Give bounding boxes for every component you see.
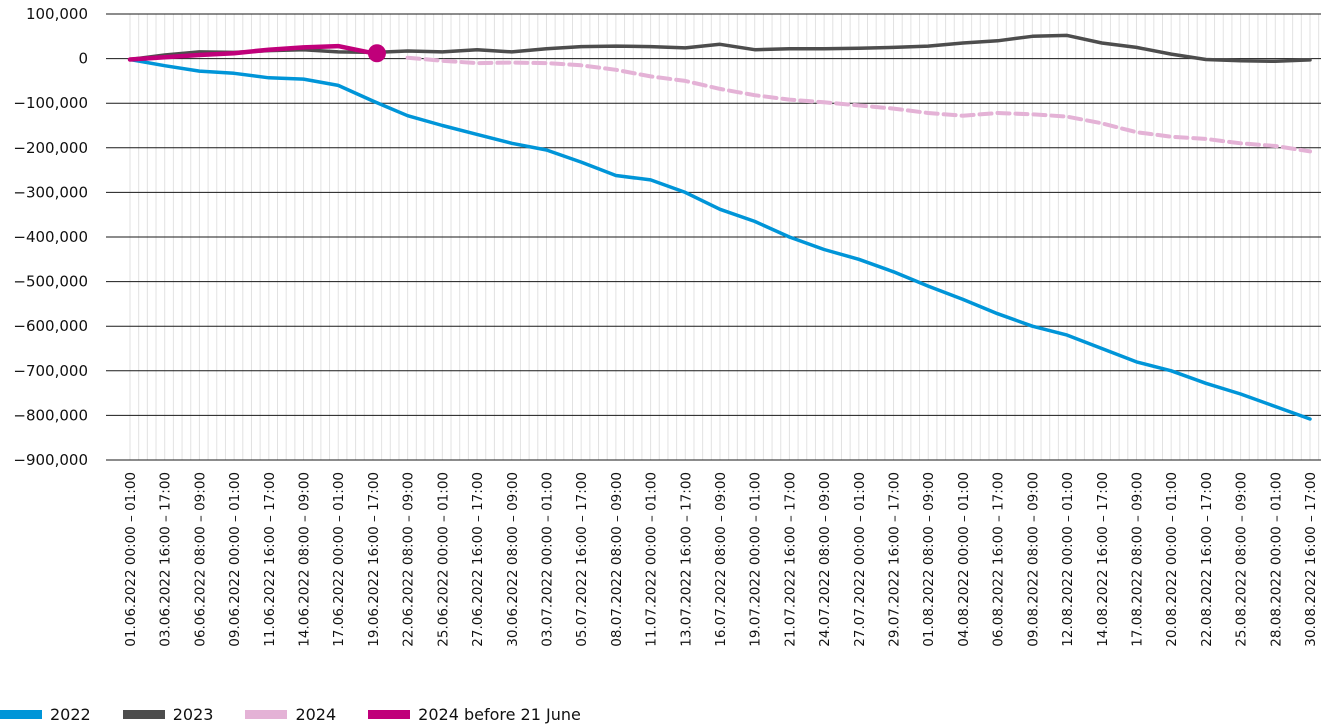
- x-tick-label: 17.06.2022 00:00 – 01:00: [331, 472, 347, 647]
- x-tick-label: 19.06.2022 16:00 – 17:00: [366, 472, 382, 647]
- x-tick-label: 16.07.2022 08:00 – 09:00: [713, 472, 729, 647]
- legend-label-2024: 2024: [295, 704, 337, 724]
- series-line-2024-before-21-june: [127, 43, 376, 62]
- x-tick-label: 25.06.2022 00:00 – 01:00: [435, 472, 451, 647]
- legend-swatch-2023: [122, 709, 165, 719]
- x-tick-label: 13.07.2022 16:00 – 17:00: [678, 472, 694, 647]
- x-tick-label: 11.06.2022 16:00 – 17:00: [262, 472, 278, 647]
- series-line-2024: [405, 55, 1312, 154]
- legend-item-2024: 2024: [245, 705, 336, 724]
- y-tick-label: −900,000: [13, 451, 88, 469]
- x-tick-label: 19.07.2022 00:00 – 01:00: [748, 472, 764, 647]
- legend-item-2022: 2022: [0, 705, 91, 724]
- y-tick-label: 100,000: [26, 5, 88, 23]
- x-tick-label: 30.08.2022 16:00 – 17:00: [1303, 472, 1319, 647]
- y-tick-label: −800,000: [13, 406, 88, 424]
- x-tick-label: 27.06.2022 16:00 – 17:00: [470, 472, 486, 647]
- series-line-2022: [128, 57, 1312, 421]
- x-tick-label: 22.06.2022 08:00 – 09:00: [401, 472, 417, 647]
- x-tick-label: 27.07.2022 00:00 – 01:00: [852, 472, 868, 647]
- x-tick-label: 14.08.2022 16:00 – 17:00: [1095, 472, 1111, 647]
- y-tick-label: −400,000: [13, 228, 88, 246]
- series-line-2023: [128, 33, 1312, 64]
- x-tick-label: 06.06.2022 08:00 – 09:00: [192, 472, 208, 647]
- y-tick-label: −600,000: [13, 317, 88, 335]
- x-tick-label: 24.07.2022 08:00 – 09:00: [817, 472, 833, 647]
- legend-item-2023: 2023: [122, 704, 214, 724]
- grid: [106, 13, 1321, 461]
- legend-label-2022: 2022: [50, 704, 91, 724]
- x-tick-label: 08.07.2022 08:00 – 09:00: [609, 472, 625, 647]
- x-tick-label: 01.08.2022 08:00 – 09:00: [921, 472, 937, 647]
- x-tick-label: 22.08.2022 16:00 – 17:00: [1199, 472, 1215, 647]
- x-tick-label: 14.06.2022 08:00 – 09:00: [297, 472, 313, 647]
- plot-area: [127, 33, 1312, 421]
- y-tick-label: −500,000: [13, 273, 88, 291]
- x-tick-label: 17.08.2022 08:00 – 09:00: [1129, 472, 1145, 647]
- legend-label-2024-before-21-june: 2024 before 21 June: [418, 704, 581, 724]
- x-axis: 01.06.2022 00:00 – 01:00 03.06.2022 16:00…: [123, 472, 1319, 647]
- x-tick-label: 30.06.2022 08:00 – 09:00: [505, 472, 521, 647]
- x-tick-label: 12.08.2022 00:00 – 01:00: [1060, 472, 1076, 647]
- line-chart: 100,000 0 −100,000 −200,000 −300,000 −400,000…: [13, 5, 1321, 647]
- legend-swatch-2024-before-21-june: [368, 709, 411, 719]
- legend-label-2023: 2023: [172, 704, 214, 724]
- legend-item-2024-before-21-june: 2024 before 21 June: [368, 705, 581, 724]
- x-tick-label: 09.06.2022 00:00 – 01:00: [227, 472, 243, 647]
- x-tick-label: 11.07.2022 00:00 – 01:00: [644, 472, 660, 647]
- y-tick-label: −200,000: [13, 139, 88, 157]
- y-tick-label: −300,000: [13, 183, 88, 201]
- x-tick-label: 04.08.2022 00:00 – 01:00: [956, 472, 972, 647]
- x-tick-label: 20.08.2022 00:00 – 01:00: [1164, 472, 1180, 647]
- x-tick-label: 28.08.2022 00:00 – 01:00: [1268, 472, 1284, 647]
- legend-swatch-2024: [245, 709, 288, 719]
- y-axis: 100,000 0 −100,000 −200,000 −300,000 −400,000…: [13, 5, 88, 469]
- y-tick-label: 0: [78, 50, 88, 68]
- x-tick-label: 01.06.2022 00:00 – 01:00: [123, 472, 139, 647]
- x-tick-label: 05.07.2022 16:00 – 17:00: [574, 472, 590, 647]
- x-tick-label: 09.08.2022 08:00 – 09:00: [1025, 472, 1041, 647]
- y-tick-label: −100,000: [13, 94, 88, 112]
- x-tick-label: 06.08.2022 16:00 – 17:00: [991, 472, 1007, 647]
- legend-swatch-2022: [0, 709, 42, 719]
- x-tick-label: 25.08.2022 08:00 – 09:00: [1234, 472, 1250, 647]
- y-tick-label: −700,000: [13, 362, 88, 380]
- series-end-marker: [367, 44, 386, 63]
- legend: 2022 2023 2024 2024 before 21 June: [0, 702, 613, 726]
- x-tick-label: 03.06.2022 16:00 – 17:00: [158, 472, 174, 647]
- x-tick-label: 03.07.2022 00:00 – 01:00: [539, 472, 555, 647]
- x-tick-label: 21.07.2022 16:00 – 17:00: [782, 472, 798, 647]
- x-tick-label: 29.07.2022 16:00 – 17:00: [887, 472, 903, 647]
